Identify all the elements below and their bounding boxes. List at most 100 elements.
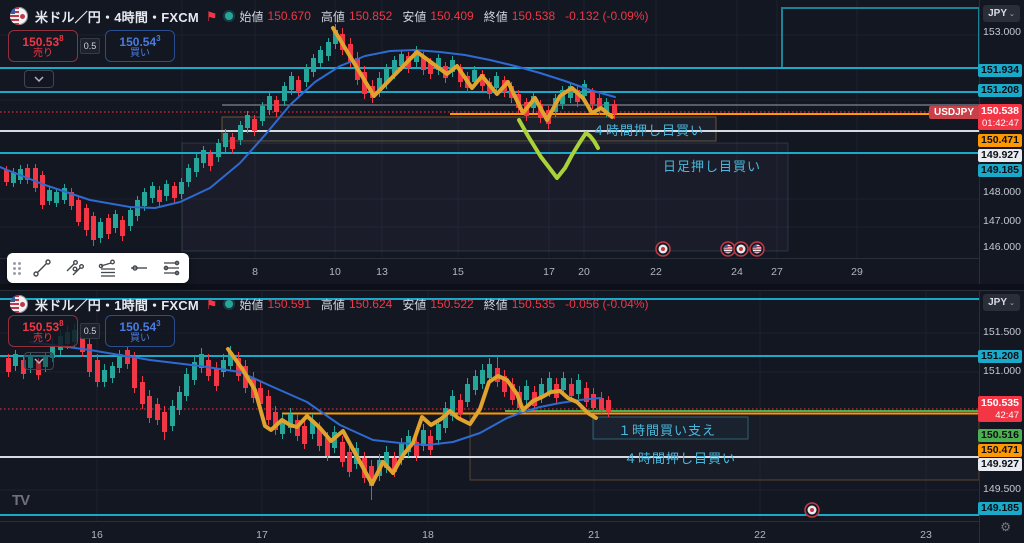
- time-axis-1h[interactable]: 16 17 18 21 22 23: [0, 521, 1024, 543]
- candlestick: [117, 354, 122, 368]
- candlestick: [333, 30, 338, 44]
- buy-button[interactable]: 150.543 買い: [105, 30, 175, 62]
- candlestick: [221, 360, 226, 372]
- trend-line-tool-icon[interactable]: [30, 256, 53, 280]
- candlestick: [597, 98, 602, 110]
- candlestick: [95, 360, 100, 382]
- us-flag-stripe: [723, 251, 733, 253]
- currency-selector-button[interactable]: JPY ⌄: [983, 5, 1020, 22]
- candlestick: [561, 378, 566, 390]
- pane-separator[interactable]: [0, 284, 1024, 291]
- candlestick: [510, 384, 515, 400]
- spread-value: 0.5: [80, 323, 100, 339]
- trade-note-label[interactable]: ４時間押し目買い: [591, 123, 705, 138]
- candlestick: [147, 396, 152, 418]
- close-value: 150.538: [511, 9, 556, 23]
- flag-marker-icon[interactable]: ⚑: [205, 296, 218, 312]
- chevron-down-icon: [34, 358, 44, 364]
- sell-button[interactable]: 150.538 売り: [8, 30, 78, 62]
- candlestick: [584, 388, 589, 402]
- candlestick: [62, 188, 67, 200]
- spread-value: 0.5: [80, 38, 100, 54]
- close-label: 終値: [483, 297, 508, 312]
- price-axis[interactable]: JPY ⌄ 153.000 151.934 151.208 150.538 01:42:47…: [978, 0, 1024, 543]
- tradingview-logo[interactable]: TV: [12, 492, 30, 509]
- candlestick: [267, 96, 272, 110]
- ohlc-row-1h: 始値 150.591 高値 150.624 安値 150.522 終値 150.535 …: [240, 296, 649, 313]
- candlestick: [458, 400, 463, 414]
- orange-zigzag-4h[interactable]: [331, 26, 614, 122]
- market-status-dot: [224, 12, 233, 20]
- candlestick: [192, 362, 197, 380]
- candlestick: [282, 86, 287, 101]
- candlestick: [480, 74, 485, 86]
- chevron-down-icon: [34, 76, 44, 82]
- orange-zigzag-1h[interactable]: [226, 347, 598, 486]
- currency-selector-button[interactable]: JPY ⌄: [983, 294, 1020, 311]
- candlestick: [273, 412, 278, 430]
- trade-note-label[interactable]: 日足押し目買い: [662, 159, 762, 174]
- candlestick: [599, 398, 604, 410]
- usdjpy-flag-icon: [10, 7, 28, 25]
- price-level-badge: 149.185: [978, 502, 1022, 515]
- candlestick: [384, 452, 389, 468]
- candlestick: [110, 366, 115, 378]
- collapse-order-panel-button[interactable]: [24, 352, 54, 370]
- change-value: -0.056 (-0.04%): [565, 297, 649, 311]
- price-level-badge: 151.208: [978, 350, 1022, 363]
- candlestick: [230, 137, 235, 149]
- parallel-trend-lines-tool-icon[interactable]: [62, 256, 85, 280]
- candlestick: [238, 125, 243, 140]
- price-label: 146.000: [983, 241, 1021, 253]
- trade-note-label[interactable]: ４時間押し目買い: [623, 451, 737, 466]
- candlestick: [576, 380, 581, 394]
- time-label: 22: [650, 266, 662, 278]
- flag-marker-icon[interactable]: ⚑: [205, 8, 218, 24]
- zone-box[interactable]: [181, 142, 789, 252]
- order-panel-4h: 150.538 売り 0.5 150.543 買い: [8, 30, 175, 62]
- candlestick: [214, 368, 219, 386]
- candlestick: [186, 168, 191, 182]
- price-axis-settings-gear-icon[interactable]: ⚙: [1000, 520, 1011, 534]
- market-status-dot: [224, 300, 233, 308]
- zone-box[interactable]: [592, 416, 749, 440]
- change-value: -0.132 (-0.09%): [565, 9, 649, 23]
- us-flag-stripe: [723, 248, 733, 250]
- trade-note-label[interactable]: １時間買い支え: [617, 423, 717, 438]
- candlestick: [450, 396, 455, 416]
- ma-line-1h[interactable]: [29, 341, 601, 446]
- symbol-title-1h[interactable]: 米ドル／円・1時間・FXCM: [35, 297, 199, 313]
- price-label: 151.000: [983, 365, 1021, 377]
- candlestick: [13, 354, 18, 366]
- parallel-horizontal-lines-tool-icon[interactable]: [160, 256, 183, 280]
- candlestick: [591, 394, 596, 408]
- zone-box[interactable]: [781, 7, 980, 69]
- candlestick: [436, 424, 441, 440]
- horizontal-line-tool-icon[interactable]: [127, 256, 150, 280]
- candlestick: [4, 170, 9, 182]
- candlestick: [575, 90, 580, 102]
- candlestick: [325, 438, 330, 456]
- candlestick: [179, 182, 184, 194]
- candlestick: [560, 90, 565, 104]
- collapse-order-panel-button[interactable]: [24, 70, 54, 88]
- candlestick: [84, 208, 89, 230]
- last-price-badge: 150.535 42:47: [978, 396, 1022, 422]
- price-label: 148.000: [983, 186, 1021, 198]
- sell-button[interactable]: 150.538 売り: [8, 315, 78, 347]
- zone-box[interactable]: [221, 116, 717, 142]
- symbol-title-4h[interactable]: 米ドル／円・4時間・FXCM: [35, 9, 199, 25]
- ma-line-4h[interactable]: [0, 49, 616, 209]
- candlestick: [91, 216, 96, 240]
- buy-button[interactable]: 150.543 買い: [105, 315, 175, 347]
- candlestick: [201, 150, 206, 163]
- open-label: 始値: [239, 297, 264, 312]
- candlestick: [369, 466, 374, 486]
- fan-lines-tool-icon[interactable]: [95, 256, 118, 280]
- candlestick: [465, 384, 470, 402]
- candlestick: [377, 78, 382, 92]
- toolbar-drag-handle[interactable]: [13, 261, 21, 275]
- time-label: 13: [376, 266, 388, 278]
- green-zigzag-4h[interactable]: [517, 118, 600, 180]
